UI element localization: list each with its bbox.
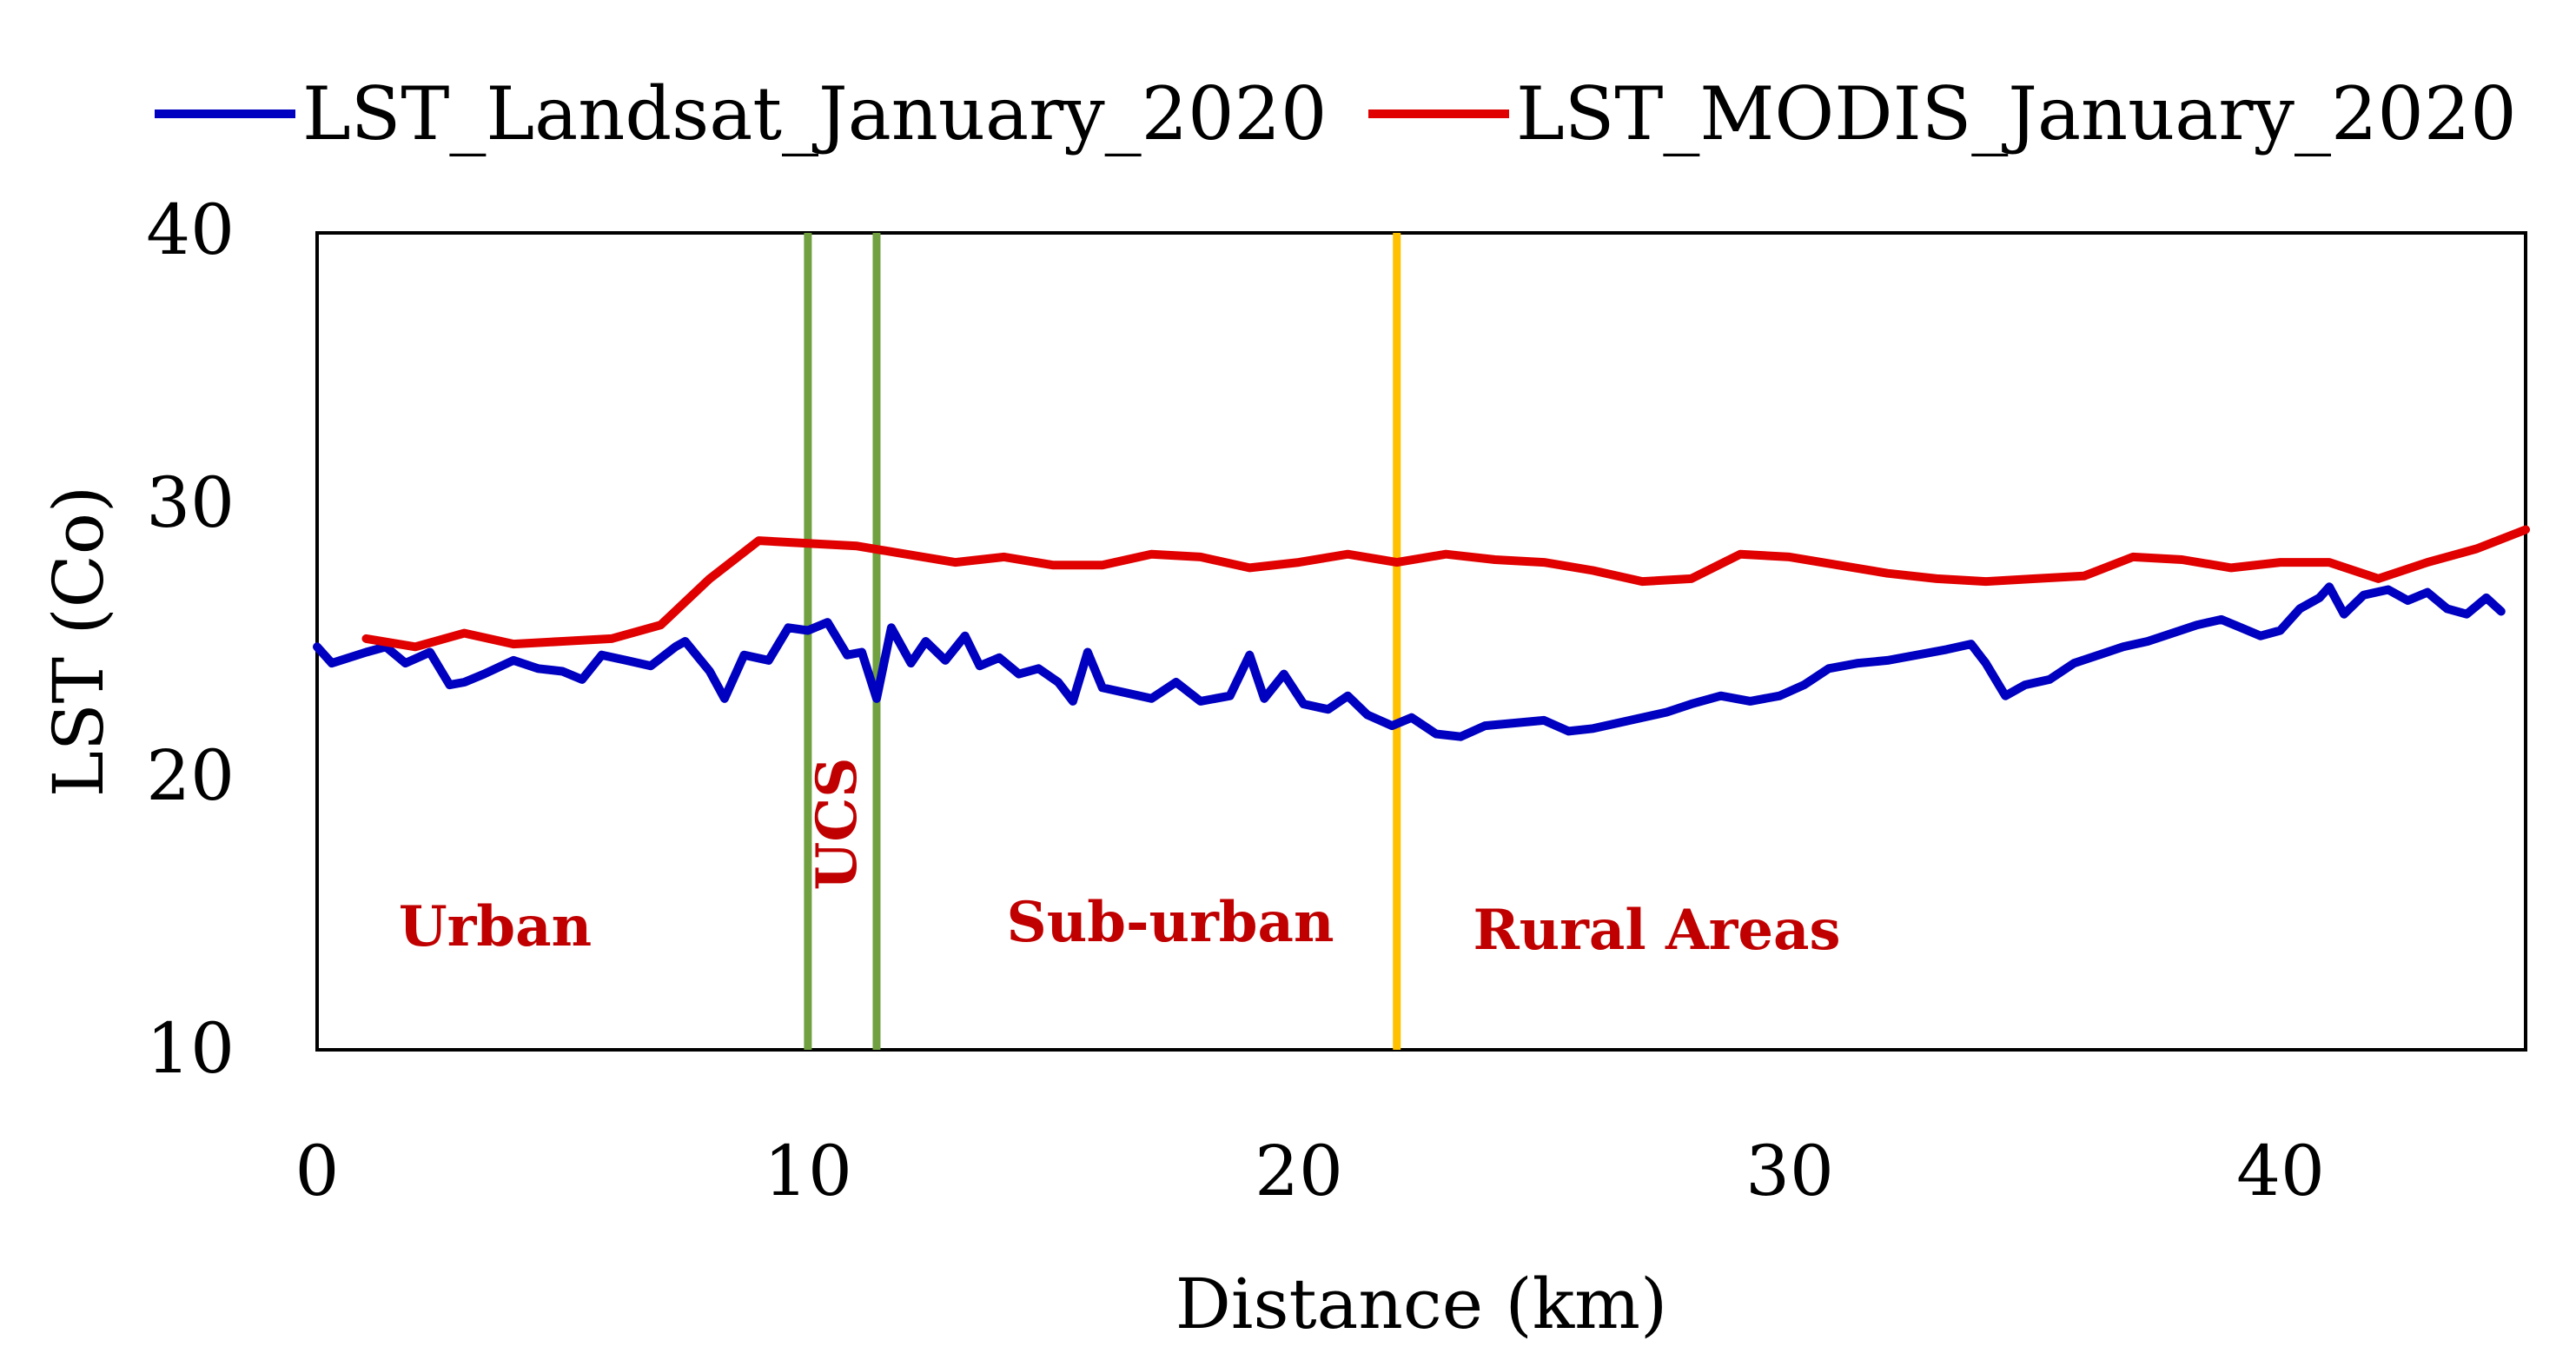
x-tick-label: 0 bbox=[295, 1131, 340, 1211]
legend-landsat-label: LST_Landsat_January_2020 bbox=[302, 71, 1327, 156]
x-axis-title: Distance (km) bbox=[1175, 1264, 1667, 1344]
series-line-landsat bbox=[313, 582, 2506, 741]
y-tick-label: 30 bbox=[146, 462, 235, 543]
zone-annotations: Urban UCS Sub-urban Rural Areas bbox=[399, 758, 1841, 963]
legend-modis-label: LST_MODIS_January_2020 bbox=[1516, 71, 2517, 156]
y-tick-label: 10 bbox=[146, 1008, 235, 1089]
y-axis-title: LST (Co) bbox=[38, 486, 119, 798]
x-tick-label: 10 bbox=[764, 1131, 852, 1211]
x-axis: 0 10 20 30 40 Distance (km) bbox=[295, 1131, 2325, 1344]
annotation-ucs: UCS bbox=[805, 758, 870, 891]
series-line-modis bbox=[361, 525, 2530, 652]
x-tick-label: 20 bbox=[1255, 1131, 1343, 1211]
annotation-rural-areas: Rural Areas bbox=[1473, 898, 1840, 963]
y-tick-label: 40 bbox=[146, 189, 235, 270]
series-group bbox=[313, 525, 2530, 741]
y-tick-label: 20 bbox=[146, 735, 235, 816]
annotation-urban: Urban bbox=[399, 894, 592, 959]
y-axis: 40 30 20 10 LST (Co) bbox=[38, 189, 235, 1089]
x-tick-label: 30 bbox=[1745, 1131, 1834, 1211]
annotation-sub-urban: Sub-urban bbox=[1006, 890, 1334, 955]
legend: LST_Landsat_January_2020 LST_MODIS_Janua… bbox=[155, 71, 2517, 156]
x-tick-label: 40 bbox=[2236, 1131, 2325, 1211]
plot-area-frame bbox=[315, 231, 2527, 1052]
boundary-lines bbox=[804, 233, 1401, 1050]
